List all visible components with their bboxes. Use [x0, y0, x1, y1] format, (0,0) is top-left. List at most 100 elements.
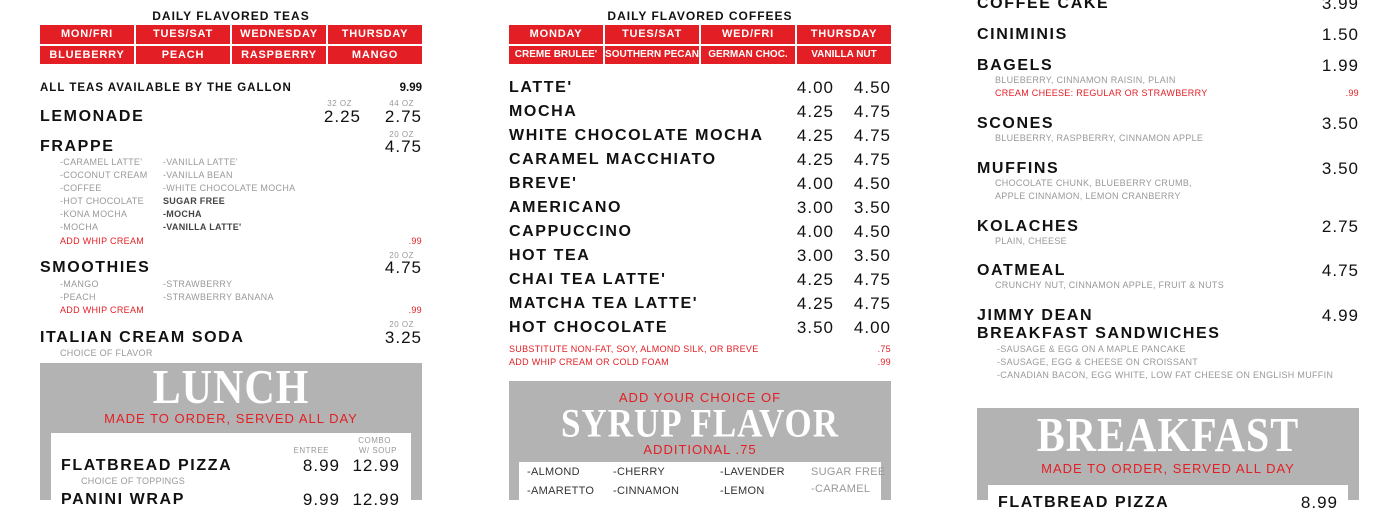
lemonade-name: LEMONADE	[40, 108, 145, 125]
coffee-item-price-small: 4.00	[796, 78, 834, 97]
gallon-price: 9.99	[399, 82, 422, 94]
sugar-free-label: SUGAR FREE	[163, 196, 226, 206]
coffee-item-price-small: 4.25	[796, 126, 834, 145]
syrup-panel: ADD YOUR CHOICE OF SYRUP FLAVOR ADDITION…	[509, 381, 891, 500]
coffee-item-price-large: 4.75	[853, 294, 891, 313]
frappe-flavors-left: -CARAMEL LATTE' -COCONUT CREAM -COFFEE -…	[60, 157, 148, 233]
smoothies-price: 4.75	[384, 258, 422, 277]
combo-header-2: W/ SOUP	[358, 446, 397, 455]
lunch-item-name: FLATBREAD PIZZA	[61, 457, 233, 474]
lunch-item-name: PANINI WRAP	[61, 491, 185, 508]
tea-flavor: MANGO	[328, 45, 422, 64]
flavor: -STRAWBERRY BANANA	[163, 292, 274, 302]
lunch-item-combo: 12.99	[352, 456, 400, 475]
coffee-item-price-large: 4.75	[853, 126, 891, 145]
bakery-item-name: KOLACHES	[977, 218, 1080, 235]
flavor: -VANILLA LATTE'	[163, 157, 238, 167]
coffee-item-price-small: 4.25	[796, 294, 834, 313]
teas-title: DAILY FLAVORED TEAS	[152, 9, 310, 23]
bakery-item-name: COFFEE CAKE	[977, 0, 1110, 12]
smoothies-size: 20 OZ	[389, 251, 414, 260]
teas-column: DAILY FLAVORED TEAS MON/FRI TUES/SAT WED…	[40, 0, 422, 509]
coffee-item-price-large: 3.50	[853, 246, 891, 265]
soda-note: CHOICE OF FLAVOR	[60, 348, 153, 358]
coffee-day: THURSDAY	[797, 25, 891, 44]
smoothies-name: SMOOTHIES	[40, 259, 151, 276]
coffee-day: WED/FRI	[701, 25, 795, 44]
coffee-item-price-small: 4.25	[796, 102, 834, 121]
coffee-flavor: GERMAN CHOC.	[701, 45, 795, 64]
coffee-item-name: AMERICANO	[509, 199, 623, 216]
coffees-column: DAILY FLAVORED COFFEES MONDAY TUES/SAT W…	[509, 0, 891, 500]
coffee-item-name: MOCHA	[509, 103, 578, 120]
coffee-item-price-large: 4.75	[853, 270, 891, 289]
bakery-item-name-2: BREAKFAST SANDWICHES	[977, 325, 1221, 342]
tea-flavor: PEACH	[136, 45, 230, 64]
coffee-item-name: LATTE'	[509, 79, 573, 96]
lemonade-size2: 44 OZ	[389, 99, 414, 108]
coffee-item-price-small: 3.00	[796, 198, 834, 217]
bakery-item-price: 3.99	[1321, 0, 1359, 13]
coffee-item-price-large: 4.00	[853, 318, 891, 337]
smoothie-flavors-left: -MANGO -PEACH	[60, 279, 99, 303]
coffee-day: MONDAY	[509, 25, 603, 44]
syrup-flavor: -LAVENDER	[720, 466, 785, 478]
bakery-item-note: BLUEBERRY, CINNAMON RAISIN, PLAIN	[995, 75, 1176, 85]
coffee-addon-price: .75	[877, 344, 891, 354]
tea-day: WEDNESDAY	[232, 25, 326, 44]
coffees-title: DAILY FLAVORED COFFEES	[607, 9, 793, 23]
flavor: -MANGO	[60, 279, 99, 289]
syrup-title: SYRUP FLAVOR	[560, 401, 840, 446]
flavor: -COFFEE	[60, 183, 102, 193]
bakery-item-name: SCONES	[977, 115, 1055, 132]
bakery-item-name: OATMEAL	[977, 262, 1067, 279]
flavor: -WHITE CHOCOLATE MOCHA	[163, 183, 296, 193]
tea-flavor: RASPBERRY	[232, 45, 326, 64]
coffee-addon: SUBSTITUTE NON-FAT, SOY, ALMOND SILK, OR…	[509, 344, 759, 354]
bakery-item-note: PLAIN, CHEESE	[995, 236, 1067, 246]
coffee-item-name: MATCHA TEA LATTE'	[509, 295, 699, 312]
lunch-item-entree: 8.99	[302, 456, 340, 475]
tea-day: TUES/SAT	[136, 25, 230, 44]
syrup-flavor: -CINNAMON	[613, 485, 680, 497]
coffee-item-name: CAPPUCCINO	[509, 223, 633, 240]
tea-day: MON/FRI	[40, 25, 134, 44]
coffee-item-name: CARAMEL MACCHIATO	[509, 151, 717, 168]
lunch-title: LUNCH	[152, 361, 310, 415]
coffee-item-price-small: 3.00	[796, 246, 834, 265]
tea-day: THURSDAY	[328, 25, 422, 44]
bakery-item-price: 2.75	[1321, 217, 1359, 236]
lunch-item-entree: 9.99	[302, 490, 340, 509]
bakery-item-price: 4.99	[1321, 306, 1359, 325]
flavor: -PEACH	[60, 292, 96, 302]
flavor: -VANILLA LATTE'	[163, 222, 242, 232]
frappe-addon-price: .99	[408, 236, 422, 246]
smoothies-addon-price: .99	[408, 305, 422, 315]
syrup-flavor: -CHERRY	[613, 466, 666, 478]
coffee-flavor: CREME BRULEE'	[509, 45, 603, 64]
coffee-item-price-large: 3.50	[853, 198, 891, 217]
bakery-item-note: -CANADIAN BACON, EGG WHITE, LOW FAT CHEE…	[997, 370, 1334, 380]
bakery-item-name: JIMMY DEAN	[977, 307, 1094, 324]
smoothie-flavors-right: -STRAWBERRY -STRAWBERRY BANANA	[163, 279, 274, 303]
bakery-item-price: 3.50	[1321, 159, 1359, 178]
syrup-subtitle: ADDITIONAL .75	[643, 442, 757, 457]
coffee-flavor: VANILLA NUT	[797, 45, 891, 64]
flavor: -KONA MOCHA	[60, 209, 128, 219]
coffee-item-price-small: 3.50	[796, 318, 834, 337]
coffee-item-price-small: 4.25	[796, 270, 834, 289]
teas-schedule-table: MON/FRI TUES/SAT WEDNESDAY THURSDAY BLUE…	[40, 25, 422, 64]
coffee-item-name: BREVE'	[509, 175, 578, 192]
frappe-size: 20 OZ	[389, 130, 414, 139]
coffee-item-price-small: 4.25	[796, 150, 834, 169]
soda-price: 3.25	[384, 328, 422, 347]
flavor: -HOT CHOCOLATE	[60, 196, 144, 206]
flavor: -CARAMEL LATTE'	[60, 157, 143, 167]
bakery-item-note: CHOCOLATE CHUNK, BLUEBERRY CRUMB,	[995, 178, 1192, 188]
bakery-item-note: CRUNCHY NUT, CINNAMON APPLE, FRUIT & NUT…	[995, 280, 1224, 290]
lunch-item-note: CHOICE OF TOPPINGS	[81, 476, 186, 486]
coffee-flavor: SOUTHERN PECAN	[605, 45, 699, 64]
bakery-item-note: -SAUSAGE & EGG ON A MAPLE PANCAKE	[997, 344, 1186, 354]
breakfast-item-price: 8.99	[1300, 493, 1338, 512]
coffee-item-price-large: 4.50	[853, 78, 891, 97]
